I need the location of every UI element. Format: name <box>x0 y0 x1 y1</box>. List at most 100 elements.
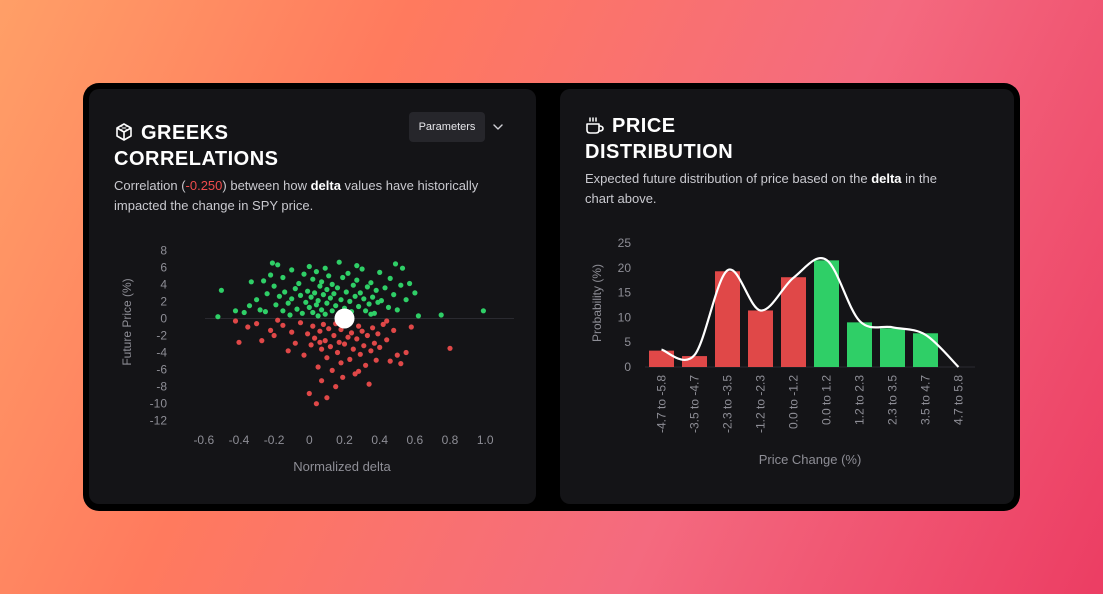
positive-point <box>385 304 392 310</box>
positive-point <box>415 313 421 319</box>
negative-point <box>317 339 323 345</box>
negative-point <box>375 331 381 337</box>
negative-point <box>357 351 363 357</box>
positive-point <box>275 262 281 268</box>
negative-point <box>305 331 311 337</box>
negative-point <box>398 361 404 367</box>
negative-point <box>324 355 330 361</box>
positive-point <box>356 303 362 310</box>
x-tick-label: -4.7 to -5.8 <box>655 375 669 433</box>
x-tick-label: 0.0 to 1.2 <box>820 375 834 425</box>
negative-point <box>356 368 362 374</box>
positive-point <box>373 287 379 293</box>
negative-point <box>371 340 377 346</box>
negative-point <box>364 332 370 339</box>
negative-point <box>327 344 333 350</box>
positive-point <box>322 265 328 271</box>
greeks-correlations-card: GREEKS CORRELATIONS Parameters Correlati… <box>89 89 536 504</box>
positive-point <box>357 290 363 296</box>
positive-point <box>347 298 353 304</box>
probability-bar <box>880 328 905 367</box>
negative-point <box>341 341 348 347</box>
positive-point <box>305 288 311 294</box>
desc-text: in the <box>901 171 937 186</box>
x-tick-label: -2.3 to -3.5 <box>721 375 735 433</box>
positive-point <box>438 312 444 318</box>
positive-point <box>399 265 406 271</box>
positive-point <box>350 282 356 288</box>
positive-point <box>343 289 349 295</box>
positive-point <box>398 282 404 288</box>
x-tick-label: -0.2 <box>264 433 285 447</box>
positive-point <box>264 291 270 297</box>
x-tick-label: 3.5 to 4.7 <box>919 375 933 425</box>
negative-point <box>361 343 367 349</box>
positive-point <box>338 297 344 303</box>
positive-point <box>306 263 312 270</box>
x-tick-label: 0.6 <box>407 433 424 447</box>
negative-point <box>336 339 342 345</box>
title-line-2: DISTRIBUTION <box>585 141 734 163</box>
positive-point <box>246 303 253 309</box>
positive-point <box>294 306 300 312</box>
x-tick-label: 0 <box>306 433 313 447</box>
negative-point <box>271 332 277 339</box>
positive-point <box>370 294 376 300</box>
positive-point <box>354 263 360 269</box>
negative-point <box>356 323 362 329</box>
positive-point <box>308 294 314 300</box>
negative-point <box>317 328 323 334</box>
x-axis-label: Price Change (%) <box>759 452 862 467</box>
negative-point <box>245 324 251 330</box>
positive-point <box>254 297 260 303</box>
negative-point <box>301 352 307 358</box>
x-tick-label: 1.0 <box>477 433 494 447</box>
negative-point <box>315 364 321 370</box>
distribution-curve <box>661 257 960 368</box>
desc-text: ) between how <box>222 178 311 193</box>
positive-point <box>241 309 247 316</box>
positive-point <box>310 309 316 316</box>
positive-point <box>387 275 393 281</box>
negative-point <box>354 336 360 342</box>
negative-point <box>345 334 351 340</box>
correlation-value: -0.250 <box>185 178 223 193</box>
negative-point <box>297 320 304 326</box>
positive-point <box>378 298 384 304</box>
positive-point <box>391 292 397 298</box>
positive-point <box>271 283 277 289</box>
positive-point <box>320 292 326 298</box>
positive-point <box>407 280 413 287</box>
left-panel-description: Correlation (-0.250) between how delta v… <box>114 176 524 216</box>
probability-bar <box>748 310 773 367</box>
negative-point <box>366 381 372 387</box>
negative-point <box>275 317 281 323</box>
x-tick-label: 2.3 to 3.5 <box>886 375 900 425</box>
right-panel-description: Expected future distribution of price ba… <box>585 169 1005 209</box>
negative-point <box>408 324 414 330</box>
positive-point <box>382 285 388 291</box>
x-tick-label: 0.2 <box>336 433 353 447</box>
negative-point <box>368 348 374 354</box>
probability-bar <box>649 350 674 367</box>
x-tick-label: 0.0 to -1.2 <box>787 375 801 429</box>
chevron-down-icon[interactable] <box>492 122 504 132</box>
negative-point <box>391 327 397 333</box>
positive-point <box>366 301 372 307</box>
positive-point <box>282 289 288 295</box>
negative-point <box>447 345 453 351</box>
parameters-button[interactable]: Parameters <box>409 112 485 142</box>
positive-point <box>315 298 321 304</box>
negative-point <box>373 357 379 363</box>
positive-point <box>299 310 305 316</box>
negative-point <box>319 346 325 352</box>
negative-point <box>292 340 298 346</box>
positive-point <box>269 260 275 266</box>
y-axis-label: Future Price (%) <box>120 278 134 365</box>
positive-point <box>292 286 298 292</box>
probability-bar <box>847 322 872 367</box>
positive-point <box>248 279 254 285</box>
positive-point <box>262 309 268 315</box>
positive-point <box>340 274 346 281</box>
x-axis-label: Normalized delta <box>293 459 391 474</box>
